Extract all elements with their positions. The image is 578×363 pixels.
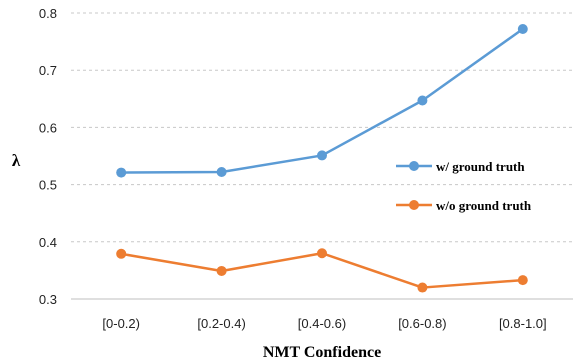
series-layer bbox=[116, 24, 528, 293]
data-point bbox=[417, 282, 428, 293]
x-tick-label: [0.8-1.0] bbox=[499, 316, 547, 331]
y-tick-label: 0.3 bbox=[39, 292, 57, 307]
data-point bbox=[116, 248, 127, 259]
x-tick-label: [0.6-0.8) bbox=[398, 316, 446, 331]
y-tick-label: 0.7 bbox=[39, 63, 57, 78]
series-line bbox=[120, 251, 523, 289]
legend-label: w/o ground truth bbox=[436, 198, 532, 213]
x-tick-label: [0-0.2) bbox=[102, 316, 140, 331]
y-tick-label: 0.8 bbox=[39, 6, 57, 21]
data-point bbox=[116, 167, 127, 178]
x-axis-title: NMT Confidence bbox=[263, 344, 381, 361]
y-axis-title: λ bbox=[12, 151, 21, 170]
y-tick-label: 0.5 bbox=[39, 178, 57, 193]
data-point bbox=[317, 248, 327, 259]
legend-label: w/ ground truth bbox=[436, 159, 525, 174]
y-tick-label: 0.6 bbox=[39, 120, 57, 135]
x-tick-label: [0.4-0.6) bbox=[298, 316, 346, 331]
legend: w/ ground truth w/o ground truth bbox=[396, 159, 532, 213]
data-point bbox=[417, 95, 428, 106]
data-point bbox=[216, 167, 227, 178]
y-tick-label: 0.4 bbox=[39, 235, 57, 250]
data-point bbox=[317, 150, 327, 161]
data-point bbox=[517, 24, 528, 35]
x-tick-label: [0.2-0.4) bbox=[197, 316, 245, 331]
y-tick-labels: 0.3 0.4 0.5 0.6 0.7 0.8 bbox=[39, 6, 57, 307]
data-point bbox=[216, 265, 227, 276]
data-point bbox=[517, 275, 528, 286]
x-tick-labels: [0-0.2) [0.2-0.4) [0.4-0.6) [0.6-0.8) [0.8-1… bbox=[102, 316, 546, 331]
legend-swatch-marker bbox=[409, 161, 419, 171]
legend-swatch-marker bbox=[409, 200, 419, 210]
